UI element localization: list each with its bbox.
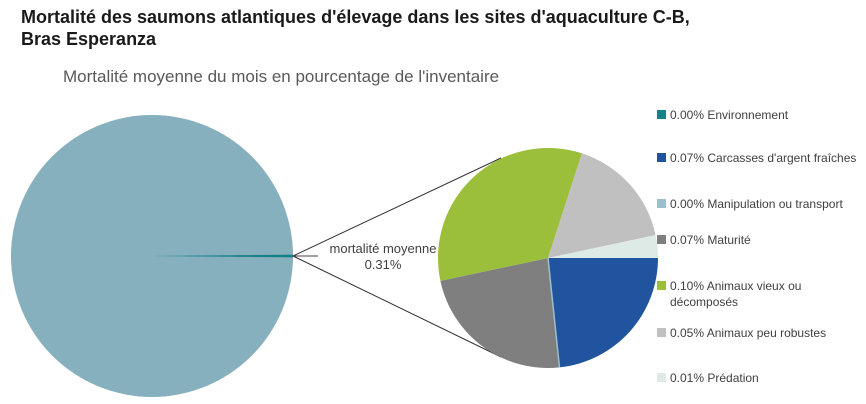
legend-item: 0.07% Carcasses d'argent fraîches: [657, 150, 856, 166]
callout-text: mortalité moyenne: [329, 241, 437, 256]
chart-title: Mortalité des saumons atlantiques d'élev…: [21, 6, 851, 50]
legend-label: 0.10% Animaux vieux ou décomposés: [670, 279, 802, 309]
legend-swatch-icon: [657, 199, 666, 208]
pie-slice-1: [548, 258, 658, 368]
pie-slice-6: [548, 235, 659, 258]
legend-item: 0.10% Animaux vieux ou décomposés: [657, 278, 857, 310]
pie-slice-5: [548, 153, 656, 258]
mortality-sliver: [152, 254, 293, 258]
connector-line-top: [292, 157, 502, 257]
chart-title-line1: Mortalité des saumons atlantiques d'élev…: [21, 7, 690, 27]
callout-label: mortalité moyenne 0.31%: [318, 241, 448, 273]
legend-swatch-icon: [657, 153, 666, 162]
pie-slice-4: [437, 147, 582, 281]
legend: 0.00% Environnement 0.07% Carcasses d'arg…: [657, 0, 857, 404]
legend-item: 0.00% Manipulation ou transport: [657, 196, 843, 212]
legend-label: 0.00% Environnement: [670, 108, 789, 122]
pie-slice-3: [440, 258, 560, 369]
legend-swatch-icon: [657, 281, 666, 290]
legend-item: 0.07% Maturité: [657, 232, 751, 248]
chart-subtitle: Mortalité moyenne du mois en pourcentage…: [63, 67, 500, 86]
legend-swatch-icon: [657, 373, 666, 382]
connector-line-bottom: [292, 255, 502, 358]
pie-slice-2-hairline: [547, 257, 561, 368]
chart-title-line2: Bras Esperanza: [21, 29, 157, 49]
legend-item: 0.05% Animaux peu robustes: [657, 325, 826, 341]
legend-swatch-icon: [657, 110, 666, 119]
legend-label: 0.05% Animaux peu robustes: [670, 326, 827, 340]
legend-swatch-icon: [657, 328, 666, 337]
legend-label: 0.07% Maturité: [670, 233, 751, 247]
callout-value: 0.31%: [364, 257, 402, 272]
legend-swatch-icon: [657, 235, 666, 244]
legend-item: 0.01% Prédation: [657, 370, 759, 386]
legend-item: 0.00% Environnement: [657, 107, 788, 123]
legend-label: 0.00% Manipulation ou transport: [670, 197, 843, 211]
legend-label: 0.01% Prédation: [670, 371, 759, 385]
legend-label: 0.07% Carcasses d'argent fraîches: [670, 151, 857, 165]
